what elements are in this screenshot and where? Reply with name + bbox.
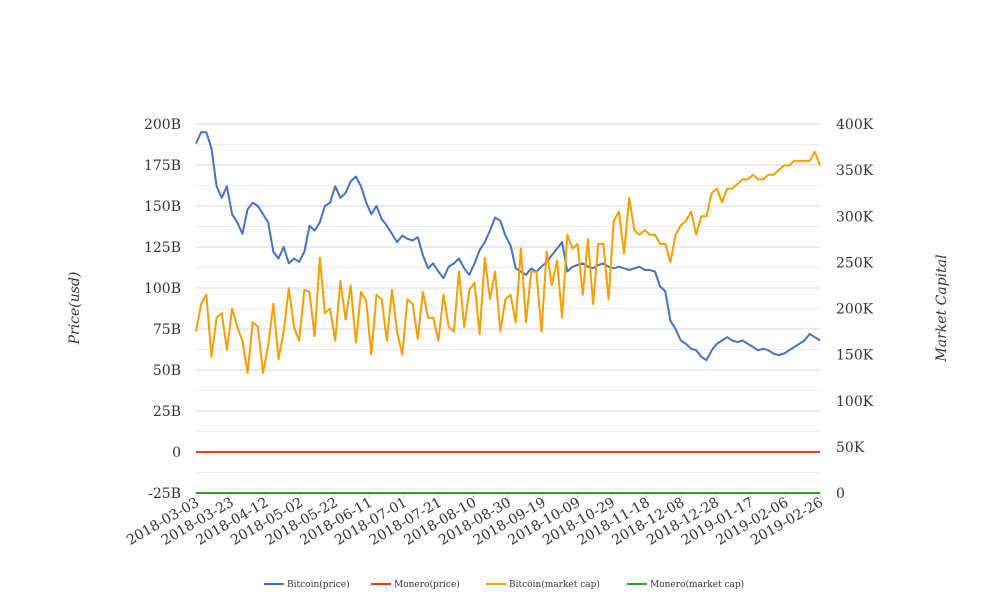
left-tick-label: 100B [144,281,181,297]
left-tick-label: 150B [144,199,181,215]
legend: Bitcoin(price) Monero(price) Bitcoin(marke… [264,579,744,590]
right-axis-ticks: 0 50K 100K 150K 200K 250K 300K 350K 400K [836,117,874,502]
right-tick-label: 50K [836,440,865,456]
legend-label: Bitcoin(price) [287,579,350,590]
right-tick-label: 100K [836,394,874,410]
right-tick-label: 300K [836,209,874,225]
left-tick-label: 125B [144,240,181,256]
left-tick-label: 0 [172,445,181,461]
left-tick-label: 200B [144,117,181,133]
right-tick-label: 350K [836,163,874,179]
left-axis-title: Price(usd) [67,272,83,346]
legend-label: Monero(market cap) [650,579,744,590]
right-tick-label: 0 [836,486,845,502]
series-line [195,131,821,362]
x-axis-ticks: 2018-03-032018-03-232018-04-122018-05-02… [124,493,826,549]
grid-lines [196,123,820,494]
legend-label: Bitcoin(market cap) [509,579,600,590]
right-axis-title: Market Capital [934,254,950,362]
left-tick-label: 175B [144,158,181,174]
right-tick-label: 250K [836,255,874,271]
left-tick-label: 25B [153,404,181,420]
right-tick-label: 200K [836,302,874,318]
right-tick-label: 150K [836,348,874,364]
left-tick-label: 75B [153,322,181,338]
left-tick-label: -25B [148,486,181,502]
left-tick-label: 50B [153,363,181,379]
right-tick-label: 400K [836,117,874,133]
legend-label: Monero(price) [394,579,460,590]
series-line [195,150,821,375]
series-lines [195,131,821,494]
left-axis-ticks: -25B 0 25B 50B 75B 100B 125B 150B 175B 200B [144,117,181,502]
